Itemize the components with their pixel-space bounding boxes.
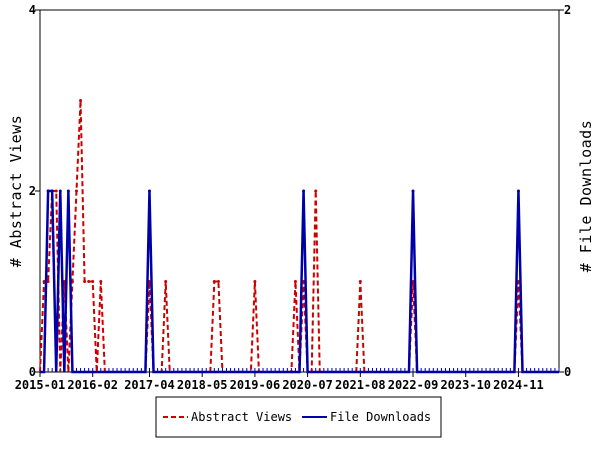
legend-label-file-downloads: File Downloads (330, 410, 431, 424)
data-point (516, 280, 520, 283)
legend-label-abstract-views: Abstract Views (191, 410, 292, 424)
y-left-tick-label: 2 (29, 184, 36, 198)
data-point (42, 280, 46, 283)
data-point (411, 189, 415, 193)
data-point (87, 280, 91, 283)
data-point (74, 189, 78, 193)
data-point (46, 189, 50, 193)
legend-box (155, 396, 442, 438)
data-point (79, 99, 83, 102)
plot-area (39, 9, 560, 373)
x-tick-label: 2016-02 (67, 378, 118, 392)
data-point (358, 280, 362, 283)
data-point (66, 189, 70, 193)
data-point (147, 280, 151, 283)
data-point (91, 280, 95, 283)
data-point (58, 189, 62, 193)
data-point (293, 280, 297, 283)
data-point (83, 280, 87, 283)
data-point (54, 189, 58, 193)
data-point (302, 189, 306, 193)
left-axis-title: # Abstract Views (7, 115, 25, 268)
y-right-tick-label: 0 (564, 365, 571, 379)
data-point (212, 280, 216, 283)
x-tick-label: 2015-01 (15, 378, 66, 392)
data-point (411, 280, 415, 283)
y-left-tick-label: 4 (29, 3, 36, 17)
x-tick-label: 2022-09 (388, 378, 439, 392)
series-layer (39, 99, 559, 374)
data-point (516, 189, 520, 193)
legend: Abstract Views File Downloads (155, 396, 442, 438)
tick-labels: 2015-01 2016-02 2017-04 2018-05 2019-06 2020-… (15, 3, 572, 392)
data-point (164, 280, 168, 283)
data-point (216, 280, 220, 283)
y-left-tick-label: 0 (29, 365, 36, 379)
right-axis-title: # File Downloads (577, 120, 595, 273)
data-point (314, 189, 318, 193)
x-tick-label: 2018-05 (177, 378, 228, 392)
data-point (46, 280, 50, 283)
x-tick-label: 2017-04 (124, 378, 175, 392)
x-tick-label: 2021-08 (335, 378, 386, 392)
x-tick-label: 2023-10 (440, 378, 491, 392)
data-point (253, 280, 257, 283)
x-tick-label: 2024-11 (493, 378, 544, 392)
series-line-file-downloads (40, 189, 559, 374)
data-point (50, 189, 54, 193)
y-right-tick-label: 2 (564, 3, 571, 17)
data-point (302, 280, 306, 283)
x-tick-label: 2019-06 (230, 378, 281, 392)
data-point (62, 280, 66, 283)
x-tick-label: 2020-07 (282, 378, 333, 392)
data-point (70, 280, 74, 283)
data-point (147, 189, 151, 193)
data-point (99, 280, 103, 283)
